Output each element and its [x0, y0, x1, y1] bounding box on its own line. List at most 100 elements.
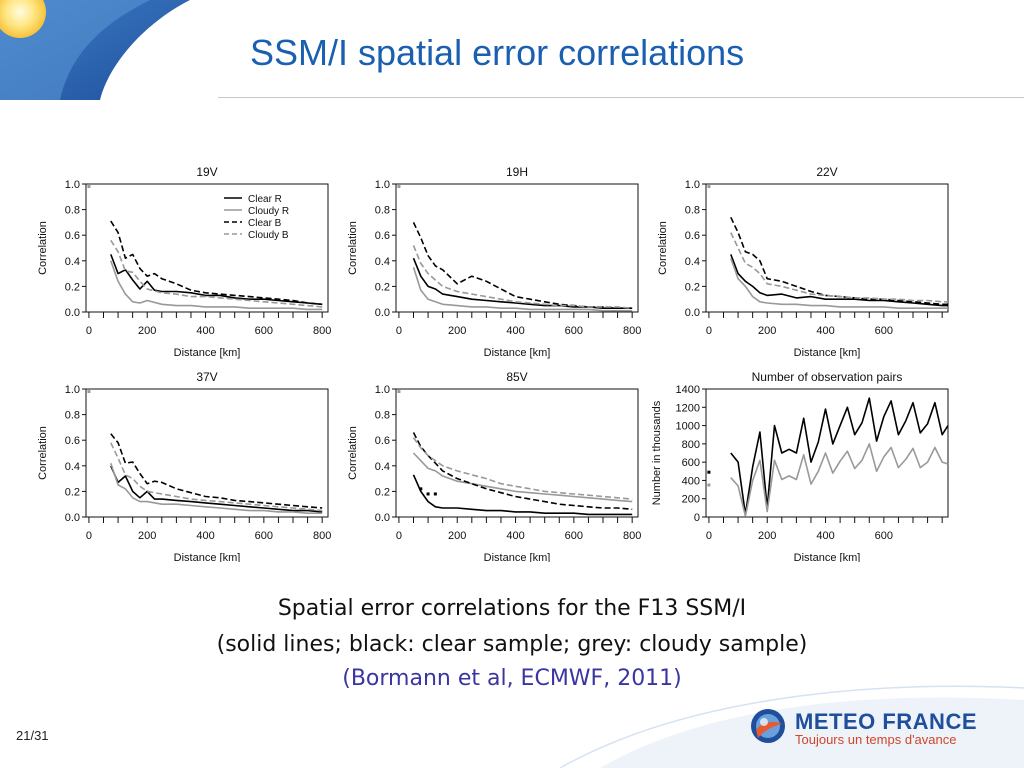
chart-title: 37V: [196, 370, 217, 384]
slide-number: 21/31: [16, 728, 49, 743]
series-line: [730, 257, 948, 309]
series-line: [412, 474, 633, 516]
data-point: [433, 492, 437, 496]
title-divider: [218, 97, 1024, 98]
x-tick-label: 200: [758, 325, 776, 337]
chart-panel-1: 19H 0.0 0.2 0.4 0.6 0.8 1.0 Correlation 0 200 400 6…: [347, 165, 641, 359]
series-line: [730, 216, 948, 306]
x-axis-label: Distance [km]: [174, 347, 241, 359]
caption-line-2: (solid lines; black: clear sample; grey:…: [216, 632, 808, 657]
series-line: [110, 462, 323, 514]
y-tick-label: 1.0: [375, 384, 390, 396]
y-tick-label: 0.2: [65, 486, 80, 498]
x-tick-label: 0: [86, 530, 92, 542]
x-tick-label: 200: [138, 325, 156, 337]
y-axis-label: Correlation: [37, 426, 49, 480]
sun-corner-graphic: [0, 0, 190, 100]
x-tick-label: 200: [138, 530, 156, 542]
x-tick-label: 600: [255, 325, 273, 337]
chart-title: 85V: [506, 370, 527, 384]
chart-panel-2: 22V 0.0 0.2 0.4 0.6 0.8 1.0 Correlation 0 200 400 6…: [657, 165, 949, 359]
x-tick-label: 200: [448, 530, 466, 542]
series-line: [412, 432, 633, 511]
x-tick-label: 800: [313, 325, 331, 337]
y-tick-label: 0.0: [375, 307, 390, 319]
x-tick-label: 600: [255, 530, 273, 542]
x-tick-label: 800: [623, 325, 641, 337]
y-tick-label: 0.0: [685, 307, 700, 319]
y-axis-label: Correlation: [347, 221, 359, 275]
series-line: [110, 433, 323, 509]
x-tick-label: 0: [396, 530, 402, 542]
series-line: [110, 254, 323, 306]
chart-title: Number of observation pairs: [752, 370, 903, 384]
y-tick-label: 0.8: [65, 410, 80, 422]
y-tick-label: 0.4: [65, 256, 80, 268]
y-tick-label: 1200: [676, 402, 700, 414]
y-axis-label: Correlation: [657, 221, 669, 275]
plot-frame: [705, 183, 949, 313]
y-tick-label: 0.2: [375, 281, 390, 293]
x-axis-label: Distance [km]: [484, 552, 551, 562]
y-tick-label: 0.6: [65, 435, 80, 447]
chart-title: 19H: [506, 165, 528, 179]
caption-citation: (Bormann et al, ECMWF, 2011): [342, 666, 682, 691]
y-tick-label: 0.8: [685, 205, 700, 217]
figure-panel: 19V 0.0 0.2 0.4 0.6 0.8 1.0 Correlation 0 200 400 6…: [34, 162, 954, 564]
x-tick-label: 400: [506, 325, 524, 337]
x-tick-label: 400: [196, 325, 214, 337]
series-line: [110, 465, 323, 513]
y-tick-label: 1.0: [65, 179, 80, 191]
y-tick-label: 0.6: [65, 230, 80, 242]
data-point: [419, 487, 423, 491]
x-tick-label: 200: [758, 530, 776, 542]
logo-name: METEO FRANCE: [795, 709, 977, 734]
chart-panel-5: Number of observation pairs 0 200 400 600 800…: [651, 370, 949, 564]
slide-title: SSM/I spatial error correlations: [250, 32, 745, 73]
chart-panel-4: 85V 0.0 0.2 0.4 0.6 0.8 1.0 Correlation 0 200 400 6…: [347, 370, 641, 564]
plot-frame: [395, 388, 639, 518]
y-tick-label: 0.8: [375, 410, 390, 422]
y-tick-label: 0.6: [375, 230, 390, 242]
data-point: [397, 185, 401, 189]
series-line: [412, 437, 633, 500]
series-line: [110, 260, 323, 311]
y-tick-label: 800: [682, 439, 700, 451]
y-axis-label: Correlation: [347, 426, 359, 480]
chart-panel-3: 37V 0.0 0.2 0.4 0.6 0.8 1.0 Correlation 0 200 400 6…: [37, 370, 331, 564]
series-line: [730, 254, 948, 307]
x-axis-label: Distance [km]: [794, 552, 861, 562]
data-point: [707, 470, 711, 474]
x-tick-label: 400: [816, 530, 834, 542]
legend-label: Clear R: [248, 194, 282, 205]
data-point: [87, 390, 91, 394]
x-tick-label: 400: [816, 325, 834, 337]
legend-label: Cloudy R: [248, 206, 289, 217]
x-axis-label: Distance [km]: [794, 347, 861, 359]
y-tick-label: 0.4: [685, 256, 700, 268]
y-tick-label: 1000: [676, 421, 700, 433]
y-tick-label: 0.0: [375, 512, 390, 524]
y-tick-label: 0.2: [685, 281, 700, 293]
data-point: [397, 390, 401, 394]
y-tick-label: 1.0: [375, 179, 390, 191]
y-tick-label: 600: [682, 457, 700, 469]
x-tick-label: 0: [706, 530, 712, 542]
caption-line-1: Spatial error correlations for the F13 S…: [277, 596, 747, 621]
x-tick-label: 600: [875, 530, 893, 542]
y-axis-label: Number in thousands: [651, 400, 663, 505]
series-line: [110, 220, 323, 306]
footer-swoosh: [559, 685, 1024, 768]
plot-frame: [395, 183, 639, 313]
series-line: [110, 239, 323, 308]
sun-icon: [0, 0, 46, 38]
chart-title: 22V: [816, 165, 837, 179]
chart-panel-0: 19V 0.0 0.2 0.4 0.6 0.8 1.0 Correlation 0 200 400 6…: [37, 165, 331, 359]
data-point: [87, 185, 91, 189]
data-point: [707, 185, 711, 189]
y-tick-label: 1400: [676, 384, 700, 396]
x-tick-label: 600: [565, 325, 583, 337]
y-tick-label: 0: [694, 512, 700, 524]
y-tick-label: 0.0: [65, 307, 80, 319]
series-line: [412, 266, 633, 312]
